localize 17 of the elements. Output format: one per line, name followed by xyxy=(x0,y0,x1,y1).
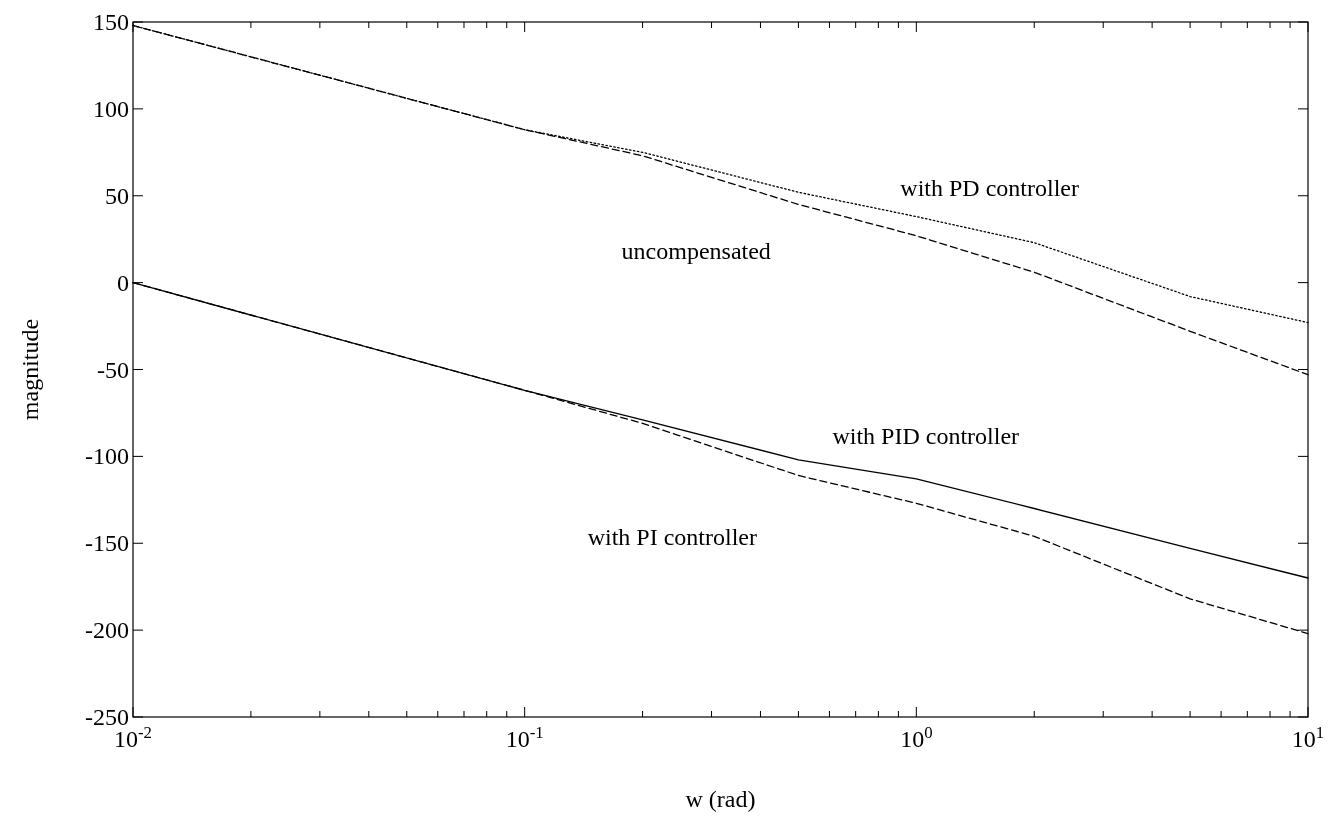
x-axis-title: w (rad) xyxy=(685,786,756,812)
y-tick-label: -50 xyxy=(97,356,129,383)
x-tick-label: 10$^{-1}$ xyxy=(505,722,544,752)
series-label: uncompensated xyxy=(621,237,771,264)
y-tick-label: -150 xyxy=(85,530,129,557)
y-tick-label: 100 xyxy=(93,95,129,122)
y-tick-label: 50 xyxy=(105,182,129,209)
series-label: with PID controller xyxy=(832,422,1020,449)
text: with PI controller xyxy=(587,524,757,551)
x-tick-label: 10$^{1}$ xyxy=(1291,722,1325,752)
y-tick-label: -100 xyxy=(85,443,129,470)
y-tick-label: 150 xyxy=(93,9,129,35)
y-tick-label: 0 xyxy=(117,269,129,296)
series-label: with PD controller xyxy=(900,174,1079,201)
y-tick-label: -200 xyxy=(85,617,129,644)
y-axis-title: magnitude xyxy=(17,318,43,421)
x-tick-label: 10$^{0}$ xyxy=(900,722,933,752)
